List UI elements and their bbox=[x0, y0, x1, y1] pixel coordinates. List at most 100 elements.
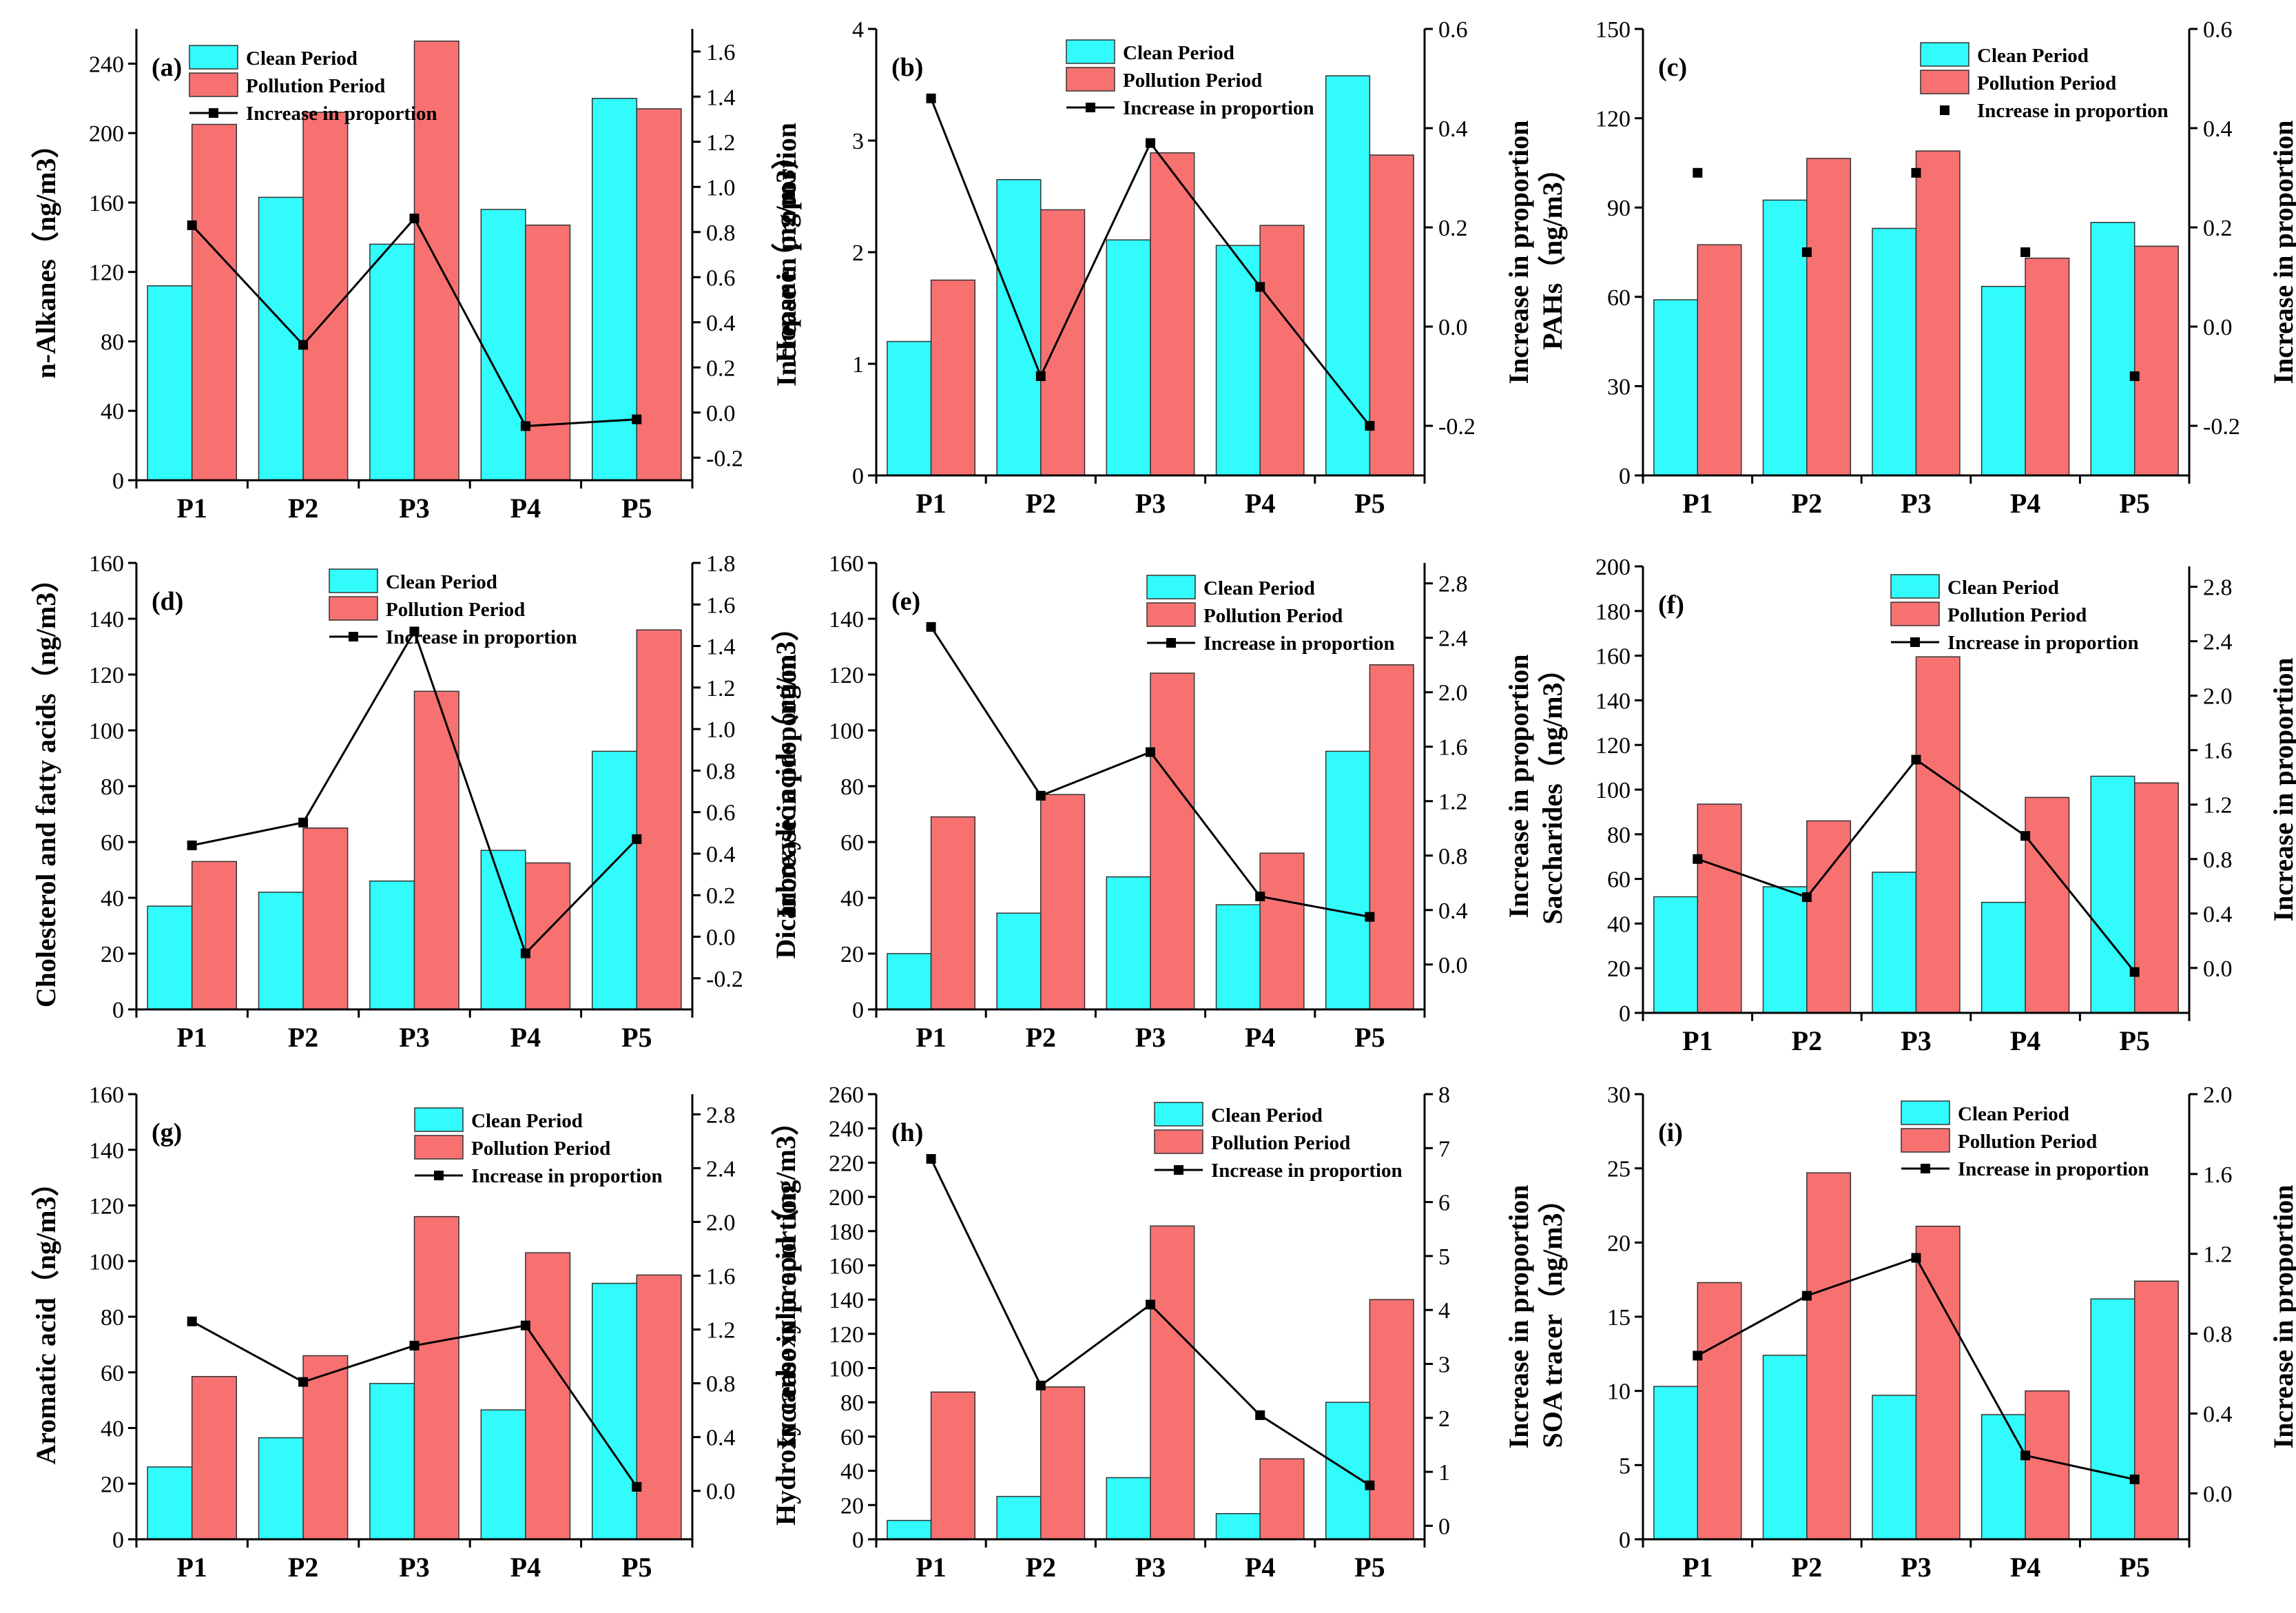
y2-tick-label: 0.4 bbox=[2203, 902, 2233, 927]
y2-axis-label: Increase in proportion bbox=[771, 655, 802, 918]
y-tick-label: 140 bbox=[89, 607, 124, 633]
bar-clean-p4 bbox=[1980, 285, 2026, 476]
y-tick-label: 40 bbox=[1607, 912, 1631, 937]
y-axis-label: Saccharides（ng/m3） bbox=[1537, 655, 1568, 924]
chart-panel: 0 20 40 60 80 100 120 140 160 -0.2 0.0 0.2 0.4 0.6 0.8… bbox=[30, 551, 802, 1053]
y2-tick-label: 2.4 bbox=[706, 1156, 736, 1182]
y-tick-label: 60 bbox=[1607, 285, 1631, 311]
bar-clean-p1 bbox=[147, 285, 193, 481]
legend-label-clean: Clean Period bbox=[1947, 577, 2059, 599]
y2-tick-label: 0.2 bbox=[706, 883, 736, 909]
bar-clean-p1 bbox=[1653, 1386, 1699, 1540]
increase-point-p3 bbox=[409, 626, 420, 637]
legend-swatch-pollution bbox=[189, 72, 238, 97]
y-tick-label: 100 bbox=[829, 719, 864, 744]
y-tick-label: 0 bbox=[112, 998, 124, 1023]
chart-panel: 0 5 10 15 20 25 30 0.0 0.4 0.8 1.2 1.6 2.0 P1 P2 P3 P4 P5… bbox=[1537, 1082, 2296, 1583]
increase-point-p1 bbox=[1693, 854, 1703, 864]
y2-tick-label: -0.2 bbox=[2203, 414, 2240, 440]
y-tick-label: 120 bbox=[1595, 107, 1631, 132]
y2-tick-label: 7 bbox=[1438, 1136, 1450, 1162]
y2-tick-label: 0.8 bbox=[2203, 1322, 2233, 1348]
bar-pollution-p5 bbox=[2133, 782, 2179, 1014]
increase-point-p2 bbox=[1035, 371, 1046, 381]
increase-point-p4 bbox=[1255, 892, 1265, 902]
legend-swatch-clean bbox=[414, 1107, 464, 1132]
increase-point-p1 bbox=[187, 1316, 197, 1326]
legend: Clean Period Pollution Period Increase in … bbox=[1066, 39, 1314, 119]
legend-swatch-clean bbox=[1066, 39, 1115, 64]
category-label: P3 bbox=[1901, 1552, 1931, 1583]
y2-tick-label: 0.0 bbox=[2203, 315, 2233, 340]
chart-panel: 0 20 40 60 80 100 120 140 160 180 200 0.0 0.4 0.8 1.2 1… bbox=[1537, 555, 2296, 1056]
bar-clean-p3 bbox=[1106, 239, 1151, 476]
y-tick-label: 40 bbox=[101, 1417, 124, 1442]
y2-tick-label: 1.6 bbox=[706, 1264, 736, 1289]
y-tick-label: 0 bbox=[1619, 1001, 1631, 1027]
legend-label-increase: Increase in proportion bbox=[1977, 100, 2169, 122]
y-tick-label: 180 bbox=[829, 1220, 864, 1245]
y2-tick-label: 3 bbox=[1438, 1353, 1450, 1378]
increase-point-p3 bbox=[1146, 138, 1155, 148]
category-label: P4 bbox=[2010, 1552, 2040, 1583]
y-tick-label: 200 bbox=[1595, 555, 1631, 580]
y-tick-label: 120 bbox=[89, 663, 124, 688]
bar-clean-p4 bbox=[480, 1409, 526, 1540]
bar-pollution-p2 bbox=[302, 1355, 349, 1540]
category-label: P5 bbox=[1354, 1552, 1385, 1583]
bar-clean-p4 bbox=[1215, 904, 1261, 1010]
bar-pollution-p4 bbox=[525, 862, 571, 1010]
y-tick-label: 100 bbox=[89, 1249, 124, 1275]
y-tick-label: 15 bbox=[1607, 1305, 1631, 1331]
panel-tag: (e) bbox=[891, 587, 920, 616]
bar-clean-p4 bbox=[1980, 901, 2026, 1014]
bar-pollution-p1 bbox=[191, 1376, 238, 1540]
bar-clean-p1 bbox=[147, 905, 193, 1010]
legend-swatch-clean bbox=[1146, 575, 1196, 599]
bar-pollution-p1 bbox=[1697, 1282, 1742, 1540]
bar-pollution-p2 bbox=[1040, 794, 1086, 1010]
increase-point-p3 bbox=[1911, 1253, 1921, 1263]
y-tick-label: 40 bbox=[840, 1459, 864, 1485]
legend-label-increase: Increase in proportion bbox=[1211, 1160, 1403, 1182]
y2-tick-label: 0.4 bbox=[706, 842, 736, 867]
y2-tick-label: 1.6 bbox=[2203, 1162, 2233, 1188]
increase-point-p1 bbox=[926, 93, 936, 103]
y2-tick-label: 1.0 bbox=[706, 717, 736, 743]
y-tick-label: 160 bbox=[829, 551, 864, 577]
chart-panel: 0 20 40 60 80 100 120 140 160 0.0 0.4 0.8 1.2 1.6 2.0 2… bbox=[770, 551, 1534, 1053]
legend-marker-increase bbox=[1174, 1165, 1183, 1175]
category-label: P2 bbox=[1026, 1552, 1056, 1583]
y-axis-label: Hydroxy carboxylic acid（ng/m3） bbox=[770, 1108, 801, 1525]
category-label: P1 bbox=[176, 1552, 207, 1583]
bar-pollution-p5 bbox=[1369, 664, 1414, 1010]
category-label: P2 bbox=[1792, 1025, 1822, 1056]
y-tick-label: 1 bbox=[852, 352, 864, 378]
y-tick-label: 160 bbox=[829, 1253, 864, 1279]
legend: Clean Period Pollution Period Increase in … bbox=[1901, 1100, 2149, 1180]
y2-tick-label: 0.6 bbox=[1438, 17, 1468, 43]
y-tick-label: 60 bbox=[1607, 867, 1631, 893]
legend-marker-increase bbox=[1086, 103, 1095, 112]
y2-tick-label: 4 bbox=[1438, 1298, 1450, 1324]
y-tick-label: 150 bbox=[1595, 17, 1631, 43]
category-label: P5 bbox=[621, 493, 652, 524]
y2-tick-label: 1.6 bbox=[1438, 735, 1468, 761]
legend-swatch-pollution bbox=[414, 1135, 464, 1160]
panel-tag: (d) bbox=[152, 587, 183, 616]
y-axis-label: Hopane（ng/m3） bbox=[770, 142, 801, 362]
y-tick-label: 260 bbox=[829, 1082, 864, 1108]
bar-pollution-p1 bbox=[191, 861, 238, 1010]
y2-axis-label: Increase in proportion bbox=[771, 1185, 802, 1449]
y2-tick-label: 2.0 bbox=[706, 1210, 736, 1235]
legend-swatch-pollution bbox=[1154, 1129, 1203, 1154]
bar-pollution-p4 bbox=[525, 224, 571, 481]
increase-point-p3 bbox=[409, 1340, 420, 1350]
bar-pollution-p3 bbox=[1915, 656, 1961, 1014]
legend-label-clean: Clean Period bbox=[246, 48, 358, 70]
increase-point-p3 bbox=[409, 214, 420, 224]
y-tick-label: 220 bbox=[829, 1151, 864, 1176]
category-label: P2 bbox=[1792, 488, 1822, 519]
y-tick-label: 30 bbox=[1607, 374, 1631, 400]
category-label: P1 bbox=[176, 493, 207, 524]
